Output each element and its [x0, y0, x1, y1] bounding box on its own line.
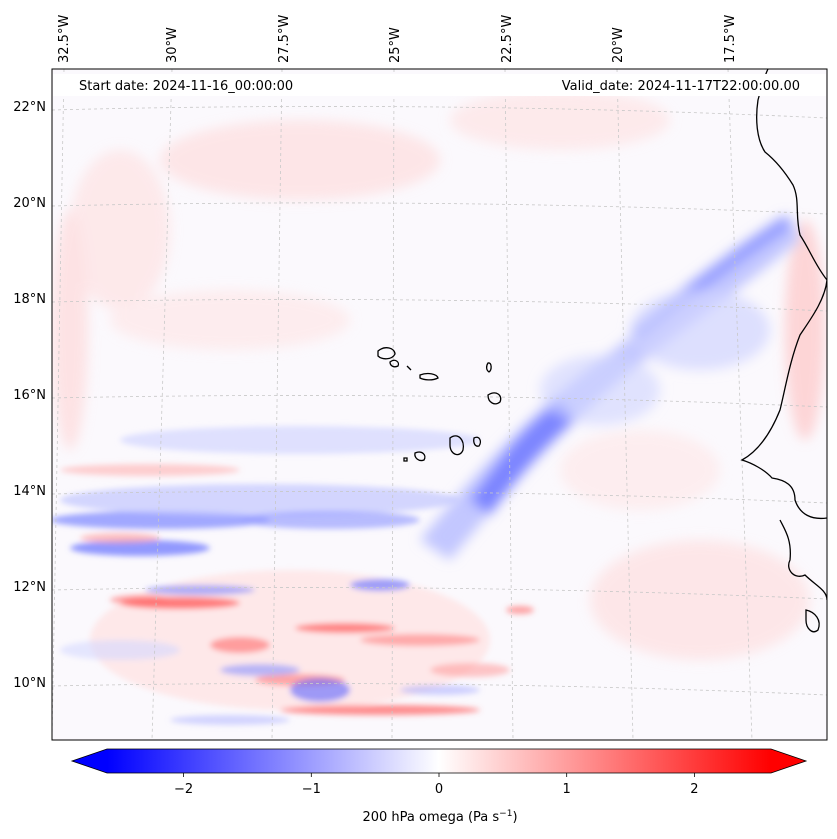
header-banner — [53, 74, 826, 96]
lat-label: 18°N — [13, 292, 46, 307]
lon-label: 17.5°W — [723, 15, 738, 63]
lon-label: 30°W — [165, 27, 180, 63]
lat-label: 10°N — [13, 676, 46, 691]
colorbar-outline — [70, 748, 808, 774]
colorbar-tick-label: 1 — [563, 782, 571, 797]
lat-label: 14°N — [13, 484, 46, 499]
lat-label: 16°N — [13, 388, 46, 403]
coastline — [377, 69, 827, 633]
lon-label: 20°W — [611, 27, 626, 63]
colorbar-max-extend — [771, 749, 806, 773]
graticule — [52, 69, 827, 740]
map-frame — [51, 68, 828, 741]
lat-label: 22°N — [13, 100, 46, 115]
colorbar-ticks: −2 −1 0 1 2 — [174, 773, 699, 797]
colorbar: −2 −1 0 1 2 200 hPa omega (Pa s−1) — [70, 748, 808, 825]
start-date-label: Start date: 2024-11-16_00:00:00 — [79, 79, 293, 94]
colorbar-tick-label: 2 — [690, 782, 698, 797]
lat-label: 12°N — [13, 580, 46, 595]
valid-date-label: Valid_date: 2024-11-17T22:00:00.00 — [562, 79, 800, 94]
colorbar-tick-label: 0 — [435, 782, 443, 797]
lon-label: 25°W — [388, 27, 403, 63]
colorbar-label: 200 hPa omega (Pa s−1) — [362, 809, 517, 825]
lon-label: 22.5°W — [500, 15, 515, 63]
colorbar-tick-label: −2 — [174, 782, 193, 797]
lon-label: 32.5°W — [57, 15, 72, 63]
lat-label: 20°N — [13, 196, 46, 211]
colorbar-tick-label: −1 — [302, 782, 321, 797]
map-panel: Start date: 2024-11-16_00:00:00 Valid_da… — [51, 68, 828, 741]
lon-label: 27.5°W — [277, 15, 292, 63]
longitude-labels: 32.5°W 30°W 27.5°W 25°W 22.5°W 20°W 17.5… — [57, 15, 738, 63]
latitude-labels: 22°N 20°N 18°N 16°N 14°N 12°N 10°N — [13, 100, 46, 691]
colorbar-min-extend — [72, 749, 107, 773]
omega-field — [52, 69, 827, 740]
colorbar-gradient — [107, 749, 771, 773]
